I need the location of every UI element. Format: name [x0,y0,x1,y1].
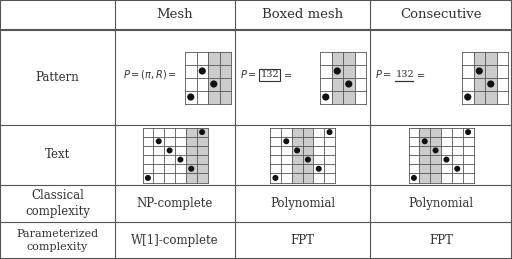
Bar [331,52,343,104]
Text: Pattern: Pattern [36,71,79,84]
Text: $=$: $=$ [282,70,293,79]
Bar [409,127,474,183]
Circle shape [433,148,438,153]
Bar [320,52,366,104]
Text: Polynomial: Polynomial [270,197,335,210]
Bar [303,127,313,183]
Bar [197,127,207,183]
Circle shape [346,81,352,87]
Text: 132: 132 [261,70,280,79]
Circle shape [422,139,427,143]
Circle shape [284,139,289,143]
Bar [186,127,197,183]
Bar [208,52,220,104]
Circle shape [167,148,172,153]
Circle shape [465,94,471,100]
Circle shape [488,81,494,87]
Circle shape [323,94,329,100]
Circle shape [327,130,332,134]
Bar [485,52,497,104]
Circle shape [199,68,205,74]
Text: $P = (\pi, R) =$: $P = (\pi, R) =$ [123,68,177,81]
Text: FPT: FPT [429,234,453,247]
Text: FPT: FPT [290,234,314,247]
Text: Boxed mesh: Boxed mesh [262,9,343,21]
Bar [292,127,303,183]
Bar [430,127,441,183]
Text: W[1]-complete: W[1]-complete [131,234,219,247]
Circle shape [157,139,161,143]
Bar [419,127,430,183]
Circle shape [295,148,300,153]
Bar [303,127,313,183]
Text: Text: Text [45,148,70,162]
Bar [474,52,485,104]
Text: Parameterized
complexity: Parameterized complexity [16,229,99,252]
Bar [462,52,508,104]
Bar [292,127,303,183]
Circle shape [145,176,150,180]
Circle shape [444,157,449,162]
Circle shape [455,167,460,171]
Circle shape [211,81,217,87]
Text: $P =$: $P =$ [375,68,392,81]
Bar [142,127,207,183]
Text: 132: 132 [396,70,415,79]
Bar [220,52,231,104]
Circle shape [200,130,204,134]
Circle shape [316,167,321,171]
Bar [331,52,343,104]
Bar [343,52,354,104]
Bar [220,52,231,104]
Bar [430,127,441,183]
Bar [485,52,497,104]
Bar [186,127,197,183]
Bar [343,52,354,104]
Circle shape [412,176,416,180]
Text: NP-complete: NP-complete [137,197,213,210]
Bar [474,52,485,104]
Bar [185,52,231,104]
Text: Consecutive: Consecutive [400,9,482,21]
Text: $=$: $=$ [415,70,426,79]
Bar [270,127,335,183]
Circle shape [476,68,482,74]
Circle shape [334,68,340,74]
Text: Polynomial: Polynomial [409,197,474,210]
Circle shape [466,130,471,134]
Bar [419,127,430,183]
Text: Mesh: Mesh [157,9,194,21]
Text: $P =$: $P =$ [240,68,257,81]
Bar [197,127,207,183]
Circle shape [178,157,183,162]
Text: Classical
complexity: Classical complexity [25,189,90,218]
Circle shape [189,167,194,171]
Circle shape [188,94,194,100]
Circle shape [273,176,278,180]
Bar [208,52,220,104]
Circle shape [306,157,310,162]
